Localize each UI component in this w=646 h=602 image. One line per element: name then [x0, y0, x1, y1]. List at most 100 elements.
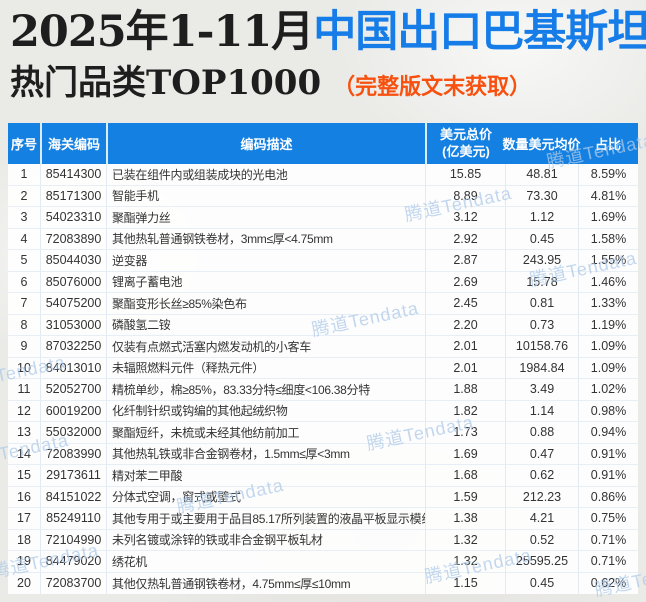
row-avg-price: 1984.84	[505, 357, 578, 378]
row-seq: 8	[20, 317, 28, 332]
row-description: 其他热轧普通钢铁卷材，3mm≤厚<4.75mm	[106, 228, 425, 249]
row-share: 1.09%	[578, 357, 638, 378]
row-share: 8.59%	[578, 164, 638, 185]
table-row: 16 84151022 分体式空调，窗式或壁式 1.59 212.23 0.86…	[8, 486, 638, 508]
row-share: 0.62%	[578, 572, 638, 594]
row-seq: 10	[17, 360, 31, 375]
row-share: 4.81%	[578, 185, 638, 206]
row-seq: 15	[17, 468, 31, 483]
row-avg-price: 0.73	[505, 314, 578, 335]
row-description: 锂离子蓄电池	[106, 271, 425, 292]
table-row: 17 85249110 其他专用于或主要用于品目85.17所列装置的液晶平板显示…	[8, 508, 638, 530]
row-seq: 11	[17, 382, 31, 397]
row-avg-price: 0.81	[505, 293, 578, 314]
table-row: 8 31053000 磷酸氢二铵 2.20 0.73 1.19%	[8, 314, 638, 336]
row-seq: 1	[20, 167, 28, 182]
title-subject: 中国出口巴基斯坦	[313, 7, 646, 57]
row-hs-code: 85076000	[40, 271, 106, 292]
row-seq: 5	[20, 253, 28, 268]
row-avg-price: 25595.25	[505, 551, 578, 572]
row-share: 0.71%	[578, 529, 638, 550]
row-description: 未列名镀或涂锌的铁或非合金钢平板轧材	[106, 529, 425, 550]
row-share: 0.71%	[578, 551, 638, 572]
row-avg-price: 4.21	[505, 508, 578, 529]
row-avg-price: 0.45	[505, 228, 578, 249]
row-description: 磷酸氢二铵	[106, 314, 425, 335]
row-share: 0.91%	[578, 443, 638, 464]
row-seq: 7	[20, 296, 28, 311]
table-row: 11 52052700 精梳单纱，棉≥85%，83.33分特≤细度<106.38…	[8, 379, 638, 401]
row-total-usd: 2.01	[425, 357, 505, 378]
title-line2: 热门品类TOP1000 （完整版文末获取）	[10, 62, 646, 108]
table-row: 1 85414300 已装在组件内或组装成块的光电池 15.85 48.81 8…	[8, 164, 638, 186]
col-header-total-usd: 美元总价 (亿美元)	[425, 123, 505, 164]
row-description: 其他专用于或主要用于品目85.17所列装置的液晶平板显示模组	[106, 508, 425, 529]
table-row: 20 72083700 其他仅热轧普通钢铁卷材，4.75mm≤厚≤10mm 1.…	[8, 572, 638, 594]
row-total-usd: 1.15	[425, 572, 505, 594]
table-row: 9 87032250 仅装有点燃式活塞内燃发动机的小客车 2.01 10158.…	[8, 336, 638, 358]
table-header: 序号 海关编码 编码描述 美元总价 (亿美元) 数量美元均价 占比	[8, 123, 638, 164]
row-description: 精梳单纱，棉≥85%，83.33分特≤细度<106.38分特	[106, 379, 425, 400]
row-seq: 2	[20, 188, 28, 203]
col-header-description: 编码描述	[106, 123, 425, 164]
row-seq: 14	[17, 446, 31, 461]
row-description: 化纤制针织或钩编的其他起绒织物	[106, 400, 425, 421]
row-share: 0.75%	[578, 508, 638, 529]
row-hs-code: 52052700	[40, 379, 106, 400]
row-share: 0.98%	[578, 400, 638, 421]
row-share: 1.09%	[578, 336, 638, 357]
row-avg-price: 73.30	[505, 185, 578, 206]
row-hs-code: 72083890	[40, 228, 106, 249]
col-header-share: 占比	[594, 137, 621, 152]
table-row: 10 84013010 未辐照燃料元件（释热元件） 2.01 1984.84 1…	[8, 357, 638, 379]
col-header-total-usd-main: 美元总价	[439, 127, 492, 143]
row-total-usd: 15.85	[425, 164, 505, 185]
row-total-usd: 1.32	[425, 529, 505, 550]
row-share: 1.69%	[578, 207, 638, 228]
page-title: 2025年1-11月中国出口巴基斯坦 热门品类TOP1000 （完整版文末获取）	[10, 4, 646, 108]
row-total-usd: 2.01	[425, 336, 505, 357]
table-row: 19 84479020 绣花机 1.32 25595.25 0.71%	[8, 551, 638, 573]
table-row: 12 60019200 化纤制针织或钩编的其他起绒织物 1.82 1.14 0.…	[8, 400, 638, 422]
row-seq: 19	[17, 554, 31, 569]
row-avg-price: 0.88	[505, 422, 578, 443]
row-total-usd: 2.20	[425, 314, 505, 335]
row-total-usd: 1.82	[425, 400, 505, 421]
row-total-usd: 1.88	[425, 379, 505, 400]
row-share: 0.91%	[578, 465, 638, 486]
row-hs-code: 87032250	[40, 336, 106, 357]
row-description: 已装在组件内或组装成块的光电池	[106, 164, 425, 185]
title-period: 2025年1-11月	[10, 7, 314, 57]
row-description: 聚酯弹力丝	[106, 207, 425, 228]
row-avg-price: 48.81	[505, 164, 578, 185]
row-description: 其他热轧铁或非合金钢卷材，1.5mm≤厚<3mm	[106, 443, 425, 464]
row-total-usd: 3.12	[425, 207, 505, 228]
row-share: 0.94%	[578, 422, 638, 443]
row-avg-price: 0.52	[505, 529, 578, 550]
top-categories-table: 序号 海关编码 编码描述 美元总价 (亿美元) 数量美元均价 占比 1 8541…	[8, 123, 638, 594]
row-seq: 3	[20, 210, 28, 225]
row-avg-price: 0.62	[505, 465, 578, 486]
row-avg-price: 1.14	[505, 400, 578, 421]
row-total-usd: 1.69	[425, 443, 505, 464]
row-description: 精对苯二甲酸	[106, 465, 425, 486]
row-description: 未辐照燃料元件（释热元件）	[106, 357, 425, 378]
row-seq: 16	[17, 489, 31, 504]
row-description: 逆变器	[106, 250, 425, 271]
row-seq: 20	[17, 576, 31, 591]
row-hs-code: 72083700	[40, 572, 106, 594]
row-hs-code: 85414300	[40, 164, 106, 185]
row-share: 1.19%	[578, 314, 638, 335]
title-line1: 2025年1-11月中国出口巴基斯坦	[10, 4, 646, 60]
row-avg-price: 15.78	[505, 271, 578, 292]
row-total-usd: 2.92	[425, 228, 505, 249]
table-row: 3 54023310 聚酯弹力丝 3.12 1.12 1.69%	[8, 207, 638, 229]
row-hs-code: 85044030	[40, 250, 106, 271]
row-total-usd: 1.32	[425, 551, 505, 572]
row-hs-code: 84013010	[40, 357, 106, 378]
row-total-usd: 8.89	[425, 185, 505, 206]
row-total-usd: 2.87	[425, 250, 505, 271]
row-total-usd: 2.69	[425, 271, 505, 292]
row-seq: 6	[20, 274, 28, 289]
row-hs-code: 85249110	[40, 508, 106, 529]
